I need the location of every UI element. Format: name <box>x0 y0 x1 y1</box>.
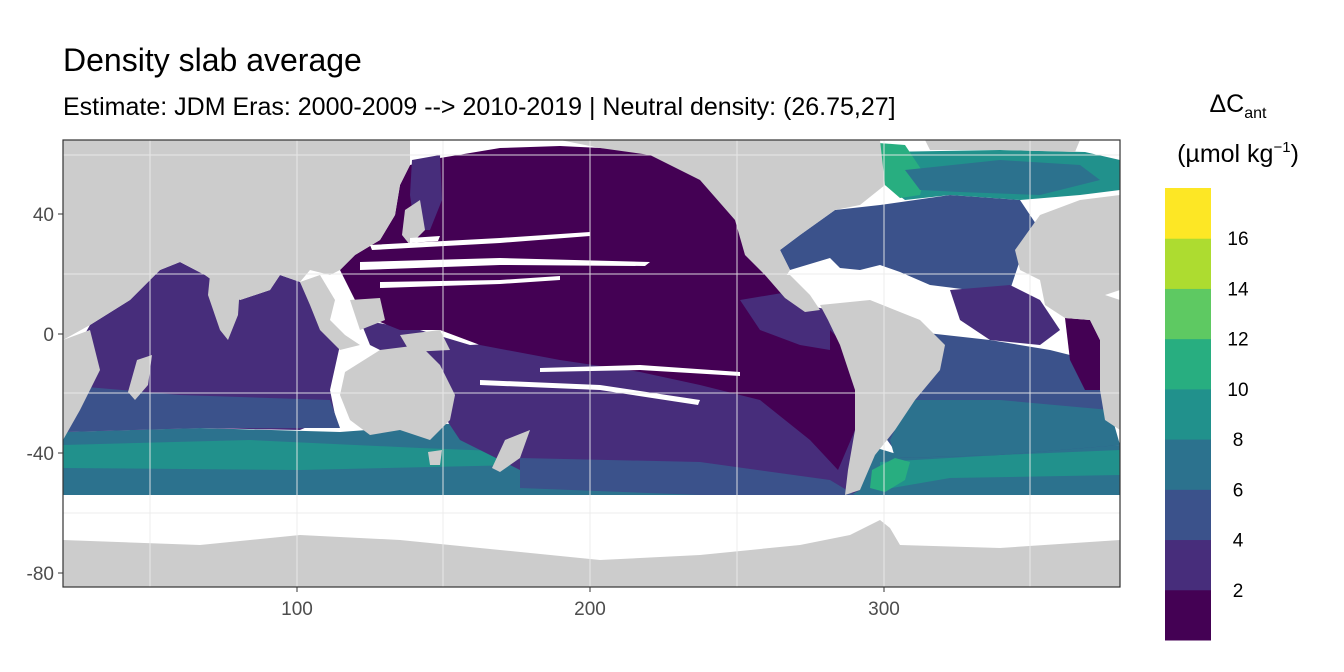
south-atlantic-teal-band <box>880 450 1120 490</box>
confluence-green <box>870 458 910 492</box>
land-tasmania <box>428 450 442 465</box>
legend-unit-suffix: ) <box>1291 140 1299 168</box>
legend-bin <box>1165 388 1211 440</box>
legend-label: 2 <box>1233 581 1244 602</box>
legend: ΔCant (µmol kg−1) 2 4 6 8 10 12 14 16 <box>1165 90 1299 641</box>
legend-label: 16 <box>1227 229 1248 250</box>
x-tick-label: 200 <box>574 599 606 620</box>
land-africa-west <box>1040 280 1120 430</box>
equatorial-atlantic <box>950 285 1060 345</box>
legend-title-sub: ant <box>1244 105 1267 122</box>
legend-label: 6 <box>1233 480 1244 501</box>
legend-label: 12 <box>1227 330 1248 351</box>
legend-label: 10 <box>1227 380 1248 401</box>
legend-bin <box>1165 539 1211 591</box>
legend-unit-sup: −1 <box>1273 139 1290 156</box>
south-atlantic-lower <box>890 400 1120 458</box>
y-axis: 40 0 -40 -80 <box>27 205 63 585</box>
plot-subtitle: Estimate: JDM Eras: 2000-2009 --> 2010-2… <box>63 93 896 121</box>
gulf-of-guinea <box>1065 318 1100 390</box>
land-africa-south <box>63 330 100 440</box>
y-tick-label: 40 <box>33 205 54 226</box>
southern-ocean-inner-band <box>63 440 520 470</box>
land-north-america <box>560 140 885 285</box>
legend-bin <box>1165 489 1211 541</box>
legend-bin <box>1165 288 1211 340</box>
land-india <box>208 275 240 340</box>
streak-north-pacific-3 <box>380 276 560 288</box>
legend-unit: (µmol kg−1) <box>1177 139 1299 168</box>
land-japan <box>402 200 425 245</box>
legend-bin <box>1165 338 1211 390</box>
no-data-streaks <box>360 232 740 405</box>
land-greenland <box>925 140 1080 152</box>
plot-title: Density slab average <box>63 42 362 78</box>
legend-unit-prefix: (µmol kg <box>1177 140 1273 168</box>
land-southeast-asia <box>300 275 360 350</box>
legend-label: 14 <box>1227 279 1249 300</box>
panel-border <box>62 139 1121 588</box>
streak-south-pacific-2 <box>480 380 700 405</box>
streak-north-pacific-1 <box>360 258 650 270</box>
land-new-zealand <box>492 430 530 472</box>
labrador-sea-core <box>905 160 1100 195</box>
land-antarctica <box>63 520 1120 587</box>
legend-title-main: ΔC <box>1209 90 1244 118</box>
streak-north-pacific-2 <box>370 232 590 250</box>
x-tick-label: 100 <box>281 599 313 620</box>
map-panel <box>63 140 1120 587</box>
y-tick-label: -40 <box>27 444 54 465</box>
legend-label: 4 <box>1233 531 1244 552</box>
legend-bin <box>1165 589 1211 641</box>
x-tick-label: 300 <box>868 599 900 620</box>
y-tick-label: -80 <box>27 564 54 585</box>
y-tick-label: 0 <box>43 325 54 346</box>
north-pacific <box>340 146 855 470</box>
legend-color-bins <box>1165 188 1211 641</box>
legend-bin <box>1165 238 1211 289</box>
grid-lines <box>63 140 1120 587</box>
land-central-america <box>765 275 820 312</box>
land-madagascar <box>128 355 152 400</box>
legend-bin <box>1165 439 1211 490</box>
no-data-band <box>63 495 1120 545</box>
land-south-america <box>820 300 945 495</box>
land-borneo <box>350 298 385 330</box>
x-axis: 100 200 300 <box>281 587 900 620</box>
legend-label: 8 <box>1233 430 1244 451</box>
south-pacific-gradient <box>520 458 860 498</box>
legend-title: ΔCant <box>1209 90 1267 122</box>
legend-bin <box>1165 188 1211 239</box>
legend-labels: 2 4 6 8 10 12 14 16 <box>1227 229 1249 602</box>
streak-west-pacific <box>410 236 440 243</box>
